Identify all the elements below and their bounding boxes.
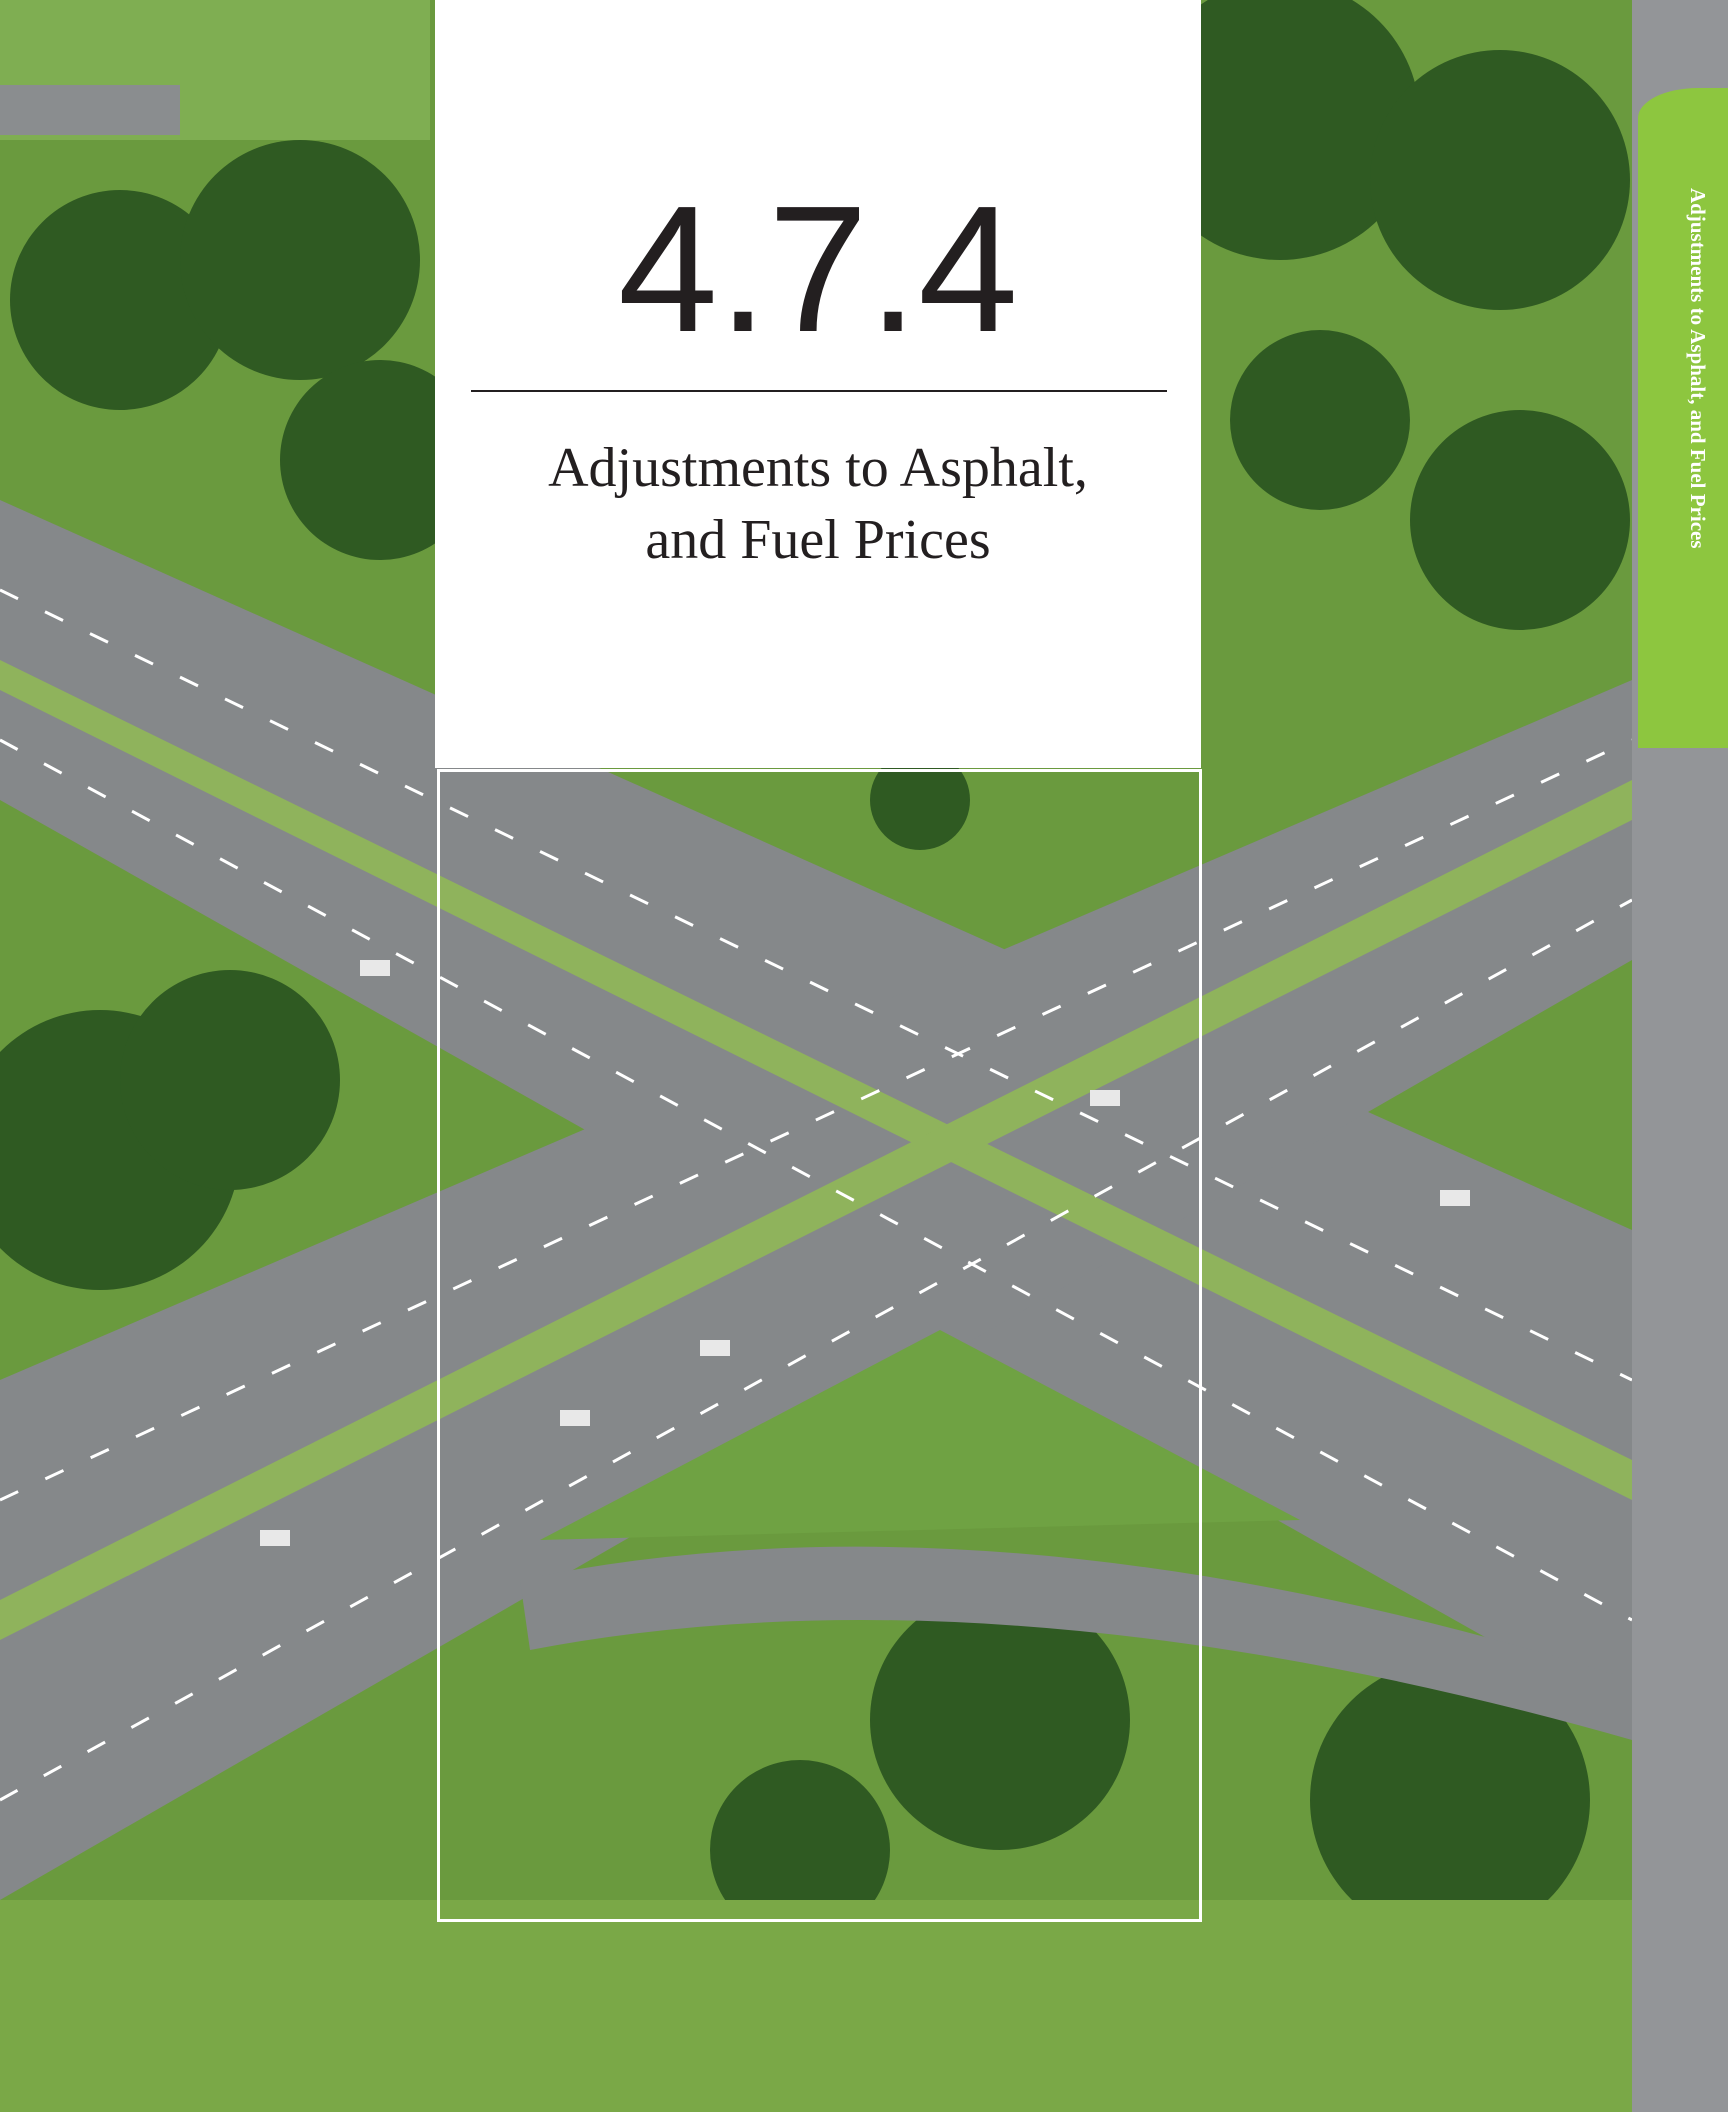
photo-frame [437,769,1202,1922]
section-number: 4.7.4 [435,170,1201,370]
page: {"section_number": "4.7.4", "title_lines… [0,0,1728,2112]
title-panel: 4.7.4 Adjustments to Asphalt, and Fuel P… [435,0,1201,768]
title-line: and Fuel Prices [435,504,1201,576]
divider [471,390,1167,392]
section-title: Adjustments to Asphalt, and Fuel Prices [435,432,1201,576]
title-line: Adjustments to Asphalt, [435,432,1201,504]
side-tab-label: Adjustments to Asphalt, and Fuel Prices [1660,188,1710,648]
